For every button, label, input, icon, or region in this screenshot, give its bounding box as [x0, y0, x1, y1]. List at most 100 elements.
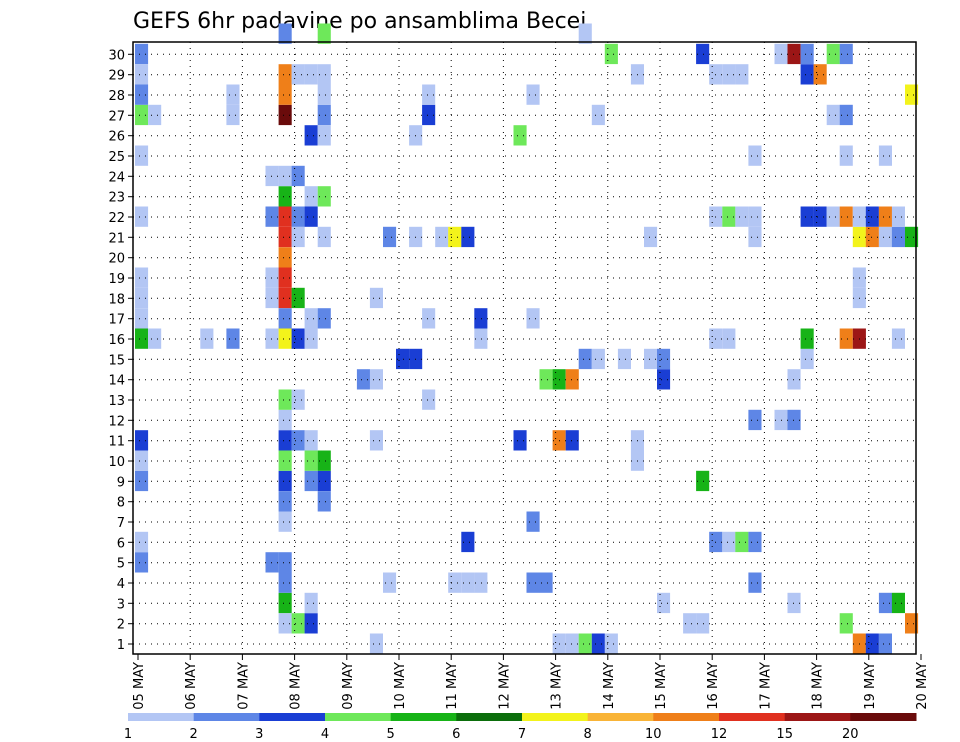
- y-tick-label: 16: [108, 333, 125, 348]
- heatmap-cell: [644, 226, 658, 248]
- colorbar-label: 6: [452, 727, 460, 742]
- y-tick-label: 26: [108, 130, 125, 145]
- heatmap-cell: [722, 206, 736, 227]
- y-tick-label: 4: [117, 577, 125, 592]
- heatmap-cell: [265, 267, 279, 288]
- y-tick-label: 12: [108, 414, 125, 429]
- heatmap-cell: [722, 64, 736, 85]
- heatmap-cell: [461, 531, 475, 553]
- heatmap-cell: [565, 369, 579, 390]
- heatmap-cell: [291, 226, 305, 248]
- x-axis-ticks: 05 MAY 06 MAY 07 MAY 08 MAY 09 MAY 10 MAY 11 M…: [132, 654, 930, 710]
- y-tick-label: 22: [108, 211, 125, 226]
- heatmap-cell: [422, 84, 436, 105]
- heatmap-cell: [891, 592, 905, 614]
- heatmap-cell: [278, 186, 292, 207]
- heatmap-cell: [291, 165, 305, 187]
- colorbar-swatch: [850, 713, 917, 721]
- heatmap-cell: [878, 226, 892, 248]
- heatmap-cell: [135, 145, 149, 166]
- heatmap-cell: [265, 328, 279, 349]
- heatmap-cell: [787, 43, 801, 65]
- heatmap-cell: [278, 450, 292, 471]
- y-tick-label: 5: [117, 557, 125, 572]
- heatmap-cell: [683, 613, 697, 634]
- heatmap-cell: [278, 287, 292, 309]
- heatmap-cell: [317, 84, 331, 105]
- heatmap-cell: [291, 389, 305, 410]
- y-tick-label: 24: [108, 170, 125, 185]
- y-tick-label: 6: [117, 536, 125, 551]
- colorbar-swatch: [522, 713, 589, 721]
- heatmap-cell: [135, 267, 149, 288]
- x-tick-label: 17 MAY: [758, 662, 773, 710]
- x-tick-label: 16 MAY: [706, 662, 721, 710]
- heatmap-cell: [226, 84, 240, 105]
- heatmap-cell: [657, 369, 671, 390]
- heatmap-cell: [317, 491, 331, 512]
- heatmap-cell: [657, 592, 671, 614]
- heatmap-cell: [878, 633, 892, 654]
- heatmap-cell: [813, 64, 827, 85]
- colorbar-swatch: [193, 713, 260, 721]
- heatmap-cell: [278, 613, 292, 634]
- heatmap-cell: [278, 104, 292, 126]
- heatmap-cell: [422, 308, 436, 329]
- heatmap-cell: [905, 84, 919, 105]
- heatmap-cell: [787, 369, 801, 390]
- heatmap-cell: [317, 64, 331, 85]
- heatmap-cell: [905, 226, 919, 248]
- heatmap-cell: [787, 409, 801, 431]
- heatmap-cell: [526, 572, 540, 593]
- heatmap-cells: [135, 23, 919, 654]
- heatmap-cell: [839, 206, 853, 227]
- y-axis-ticks: 1234567891011121314151617181920212223242…: [108, 48, 133, 653]
- colorbar-swatch: [390, 713, 457, 721]
- y-tick-label: 13: [108, 394, 125, 409]
- heatmap-cell: [278, 491, 292, 512]
- heatmap-cell: [539, 572, 553, 593]
- x-tick-label: 12 MAY: [497, 662, 512, 710]
- heatmap-cell: [135, 206, 149, 227]
- heatmap-cell: [617, 348, 631, 370]
- y-tick-label: 21: [108, 231, 125, 246]
- heatmap-cell: [291, 64, 305, 85]
- heatmap-cell: [278, 247, 292, 268]
- heatmap-cell: [565, 430, 579, 451]
- heatmap-cell: [317, 186, 331, 207]
- colorbar-label: 7: [518, 727, 526, 742]
- heatmap-cell: [317, 308, 331, 329]
- y-tick-label: 14: [108, 374, 125, 389]
- heatmap-cell: [383, 572, 397, 593]
- heatmap-cell: [278, 308, 292, 329]
- heatmap-cell: [448, 226, 462, 248]
- heatmap-cell: [135, 531, 149, 553]
- heatmap-cell: [317, 23, 331, 44]
- heatmap-cell: [278, 267, 292, 288]
- heatmap-cell: [135, 430, 149, 451]
- heatmap-cell: [135, 328, 149, 349]
- heatmap-cell: [265, 206, 279, 227]
- heatmap-cell: [722, 328, 736, 349]
- heatmap-cell: [317, 104, 331, 126]
- heatmap-cell: [135, 64, 149, 85]
- y-tick-label: 20: [108, 252, 125, 267]
- heatmap-cell: [317, 125, 331, 146]
- y-tick-label: 29: [108, 69, 125, 84]
- y-tick-label: 10: [108, 455, 125, 470]
- colorbar-swatch: [325, 713, 392, 721]
- heatmap-cell: [891, 328, 905, 349]
- heatmap-cell: [278, 64, 292, 85]
- colorbar-label: 5: [387, 727, 395, 742]
- heatmap-cell: [526, 308, 540, 329]
- heatmap-cell: [369, 633, 383, 654]
- heatmap-cell: [604, 43, 618, 65]
- heatmap-cell: [278, 409, 292, 431]
- heatmap-cell: [800, 43, 814, 65]
- heatmap-cell: [604, 633, 618, 654]
- heatmap-cell: [135, 84, 149, 105]
- heatmap-cell: [735, 206, 749, 227]
- x-tick-label: 08 MAY: [289, 662, 304, 710]
- heatmap-cell: [135, 308, 149, 329]
- heatmap-cell: [278, 328, 292, 349]
